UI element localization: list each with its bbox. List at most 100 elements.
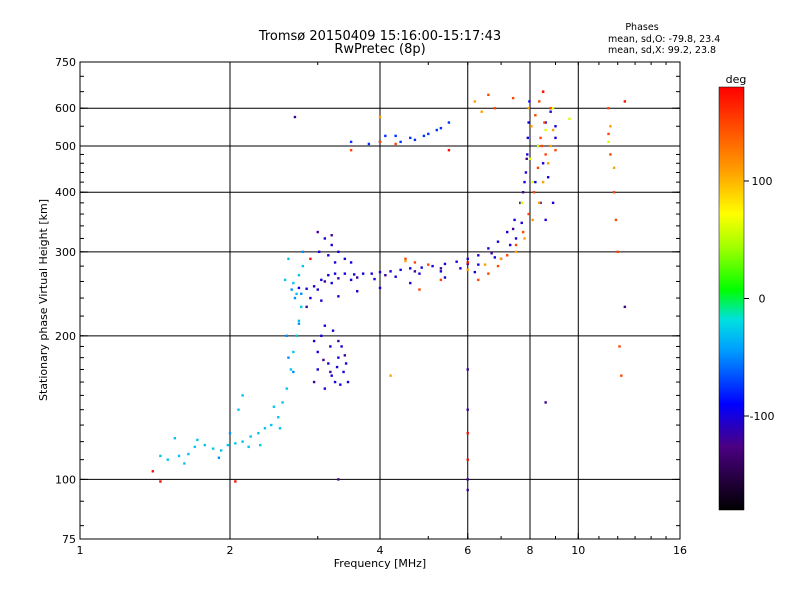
data-point [342,370,345,374]
data-point [389,374,392,377]
data-point [335,365,339,369]
data-point [483,263,487,266]
data-point [378,270,382,274]
data-point [297,273,301,277]
colorbar-tick-label: -100 [750,410,775,423]
tick-layer: 1 2 4 6 8 10 16 75 100 200 300 400 500 600 750 [55,56,687,557]
data-point [413,270,417,273]
data-point [355,276,359,279]
data-point [551,201,555,205]
data-point [439,126,443,130]
x-axis-title: Frequency [MHz] [334,557,426,570]
data-point [544,128,547,132]
data-point [490,252,493,255]
data-point [343,257,347,261]
data-point [339,383,342,386]
data-point [320,334,323,338]
data-point [177,454,181,458]
data-point [320,299,323,302]
data-point [219,449,223,452]
x-tick-label: 1 [77,544,84,557]
data-point [237,408,240,411]
data-point [496,264,500,268]
data-point [300,292,303,295]
data-point [333,380,337,384]
data-point [196,438,199,442]
data-point [317,250,321,254]
data-point [193,445,197,449]
data-point [459,267,462,270]
y-tick-label: 500 [55,140,76,153]
chart-subtitle: RwPretec (8p) [334,42,425,57]
data-point [389,270,392,273]
data-point [305,287,308,290]
data-point [523,237,526,240]
data-point [409,136,412,140]
y-tick-label: 400 [55,186,76,199]
data-point [257,431,260,435]
data-point [166,458,169,461]
data-point [473,100,477,103]
data-point [293,296,297,300]
data-point [466,488,469,492]
data-point [316,350,319,354]
data-point [394,134,397,138]
data-point [607,132,610,136]
data-point [159,480,162,483]
data-point [263,427,267,430]
x-tick-label: 4 [377,544,384,557]
data-point [540,144,544,148]
data-point [327,273,330,277]
data-point [384,273,387,277]
data-point [466,431,469,435]
data-point [480,110,483,113]
data-point [487,93,490,97]
data-point [544,218,547,222]
data-point [508,243,512,247]
data-point [466,257,469,261]
data-point [551,128,555,132]
colorbar-tick-label: 0 [759,293,766,306]
data-point [349,140,353,144]
data-point [337,295,340,298]
data-point [316,368,319,371]
data-point [612,166,616,170]
y-axis-title: Stationary phase Virtual Height [km] [37,199,50,401]
data-point [447,148,451,152]
data-point [337,356,340,359]
data-point [549,107,552,110]
data-point [337,478,340,481]
data-point [330,243,333,247]
data-point [549,144,552,148]
x-tick-label: 6 [464,544,471,557]
data-point [234,480,237,483]
y-tick-label: 200 [55,330,76,343]
data-point [541,180,545,184]
data-point [151,470,155,473]
data-point [373,277,376,281]
data-point [370,272,373,275]
data-point [283,278,287,282]
data-point [526,136,530,140]
data-point [312,380,316,384]
data-point [427,263,430,266]
data-point [623,305,627,309]
data-point [477,254,480,257]
data-point [554,125,557,128]
colorbar-unit-label: deg [726,73,747,86]
data-point [287,356,290,359]
data-point [337,339,340,343]
data-point [511,227,515,231]
data-point [270,423,273,427]
data-point [297,322,301,325]
data-point [420,266,423,269]
data-point [534,114,537,117]
data-point [292,350,295,354]
data-point [455,260,458,263]
data-point [183,462,186,465]
data-point [343,354,347,357]
data-point [228,431,232,435]
colorbar-tick-label: 100 [752,175,773,188]
data-point [609,125,612,128]
